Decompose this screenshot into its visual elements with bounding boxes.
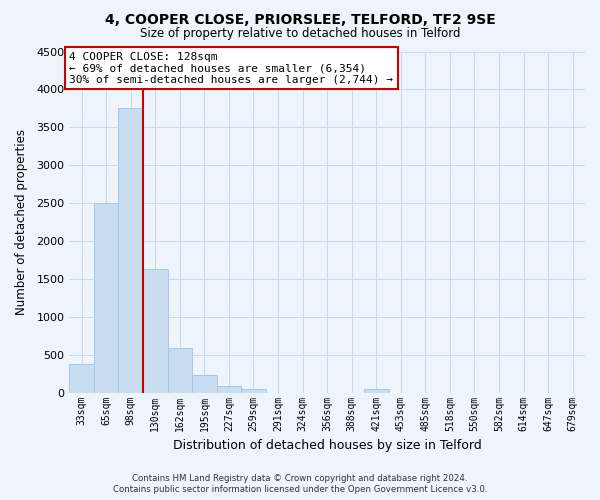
Text: Size of property relative to detached houses in Telford: Size of property relative to detached ho… (140, 28, 460, 40)
Text: 4, COOPER CLOSE, PRIORSLEE, TELFORD, TF2 9SE: 4, COOPER CLOSE, PRIORSLEE, TELFORD, TF2… (104, 12, 496, 26)
X-axis label: Distribution of detached houses by size in Telford: Distribution of detached houses by size … (173, 440, 482, 452)
Bar (70, 364, 94, 393)
Bar (143, 268, 167, 393)
Bar (192, 375, 217, 393)
Y-axis label: Number of detached properties: Number of detached properties (15, 130, 28, 316)
Bar (241, 388, 266, 393)
Text: 4 COOPER CLOSE: 128sqm
← 69% of detached houses are smaller (6,354)
30% of semi-: 4 COOPER CLOSE: 128sqm ← 69% of detached… (70, 52, 394, 84)
Bar (364, 390, 389, 393)
Bar (217, 386, 241, 393)
Bar (94, 204, 118, 393)
Bar (167, 348, 192, 393)
Text: Contains HM Land Registry data © Crown copyright and database right 2024.
Contai: Contains HM Land Registry data © Crown c… (113, 474, 487, 494)
Bar (118, 108, 143, 393)
